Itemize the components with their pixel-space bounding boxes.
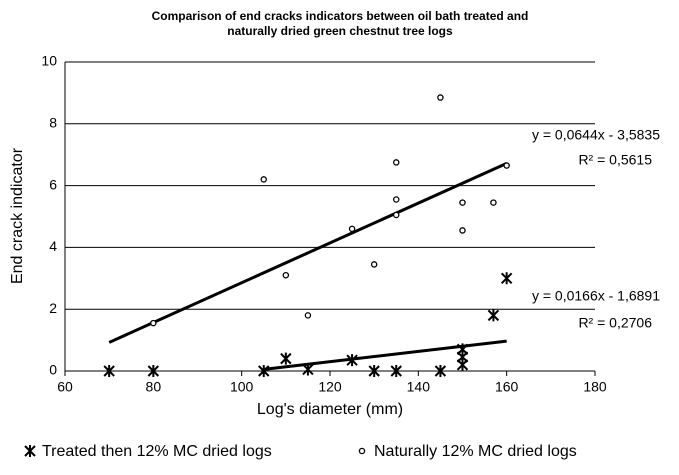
point bbox=[302, 363, 314, 376]
point bbox=[437, 94, 444, 101]
point bbox=[282, 271, 290, 279]
point bbox=[368, 365, 380, 377]
chart-title: Comparison of end cracks indicators betw… bbox=[152, 9, 529, 23]
legend-label: Naturally 12% MC dried logs bbox=[374, 443, 577, 460]
point bbox=[392, 211, 400, 219]
trendline-r2: R² = 0,2706 bbox=[578, 315, 652, 331]
point bbox=[500, 272, 513, 285]
point bbox=[346, 354, 358, 367]
y-axis-label: End crack indicator bbox=[9, 147, 26, 284]
x-tick-label: 80 bbox=[146, 379, 162, 395]
x-tick-label: 180 bbox=[583, 379, 607, 395]
point bbox=[260, 176, 267, 183]
point bbox=[459, 199, 466, 206]
trendline-r2: R² = 0,5615 bbox=[578, 152, 652, 168]
point bbox=[459, 227, 466, 234]
point bbox=[370, 261, 378, 268]
y-tick-label: 4 bbox=[49, 238, 57, 254]
legend-item: Naturally 12% MC dried logs bbox=[358, 443, 577, 460]
x-tick-label: 100 bbox=[230, 379, 254, 395]
point bbox=[456, 343, 469, 356]
point bbox=[390, 365, 402, 377]
point bbox=[392, 159, 400, 166]
x-tick-label: 60 bbox=[57, 379, 73, 395]
x-tick-label: 140 bbox=[407, 379, 431, 395]
trendline-equation: y = 0,0166x - 1,6891 bbox=[532, 288, 660, 304]
point bbox=[487, 309, 500, 322]
y-tick-label: 2 bbox=[49, 300, 57, 316]
point bbox=[103, 365, 115, 377]
legend-marker bbox=[358, 447, 366, 455]
point bbox=[503, 162, 510, 169]
y-tick-label: 6 bbox=[49, 176, 57, 192]
y-tick-label: 0 bbox=[49, 362, 57, 378]
trendline-equation: y = 0,0644x - 3,5835 bbox=[532, 127, 660, 143]
point bbox=[392, 196, 400, 203]
y-tick-label: 8 bbox=[49, 115, 57, 131]
chart-title: naturally dried green chestnut tree logs bbox=[227, 24, 453, 38]
point bbox=[280, 352, 292, 365]
point bbox=[147, 365, 160, 377]
point bbox=[434, 365, 447, 377]
x-tick-label: 160 bbox=[495, 379, 519, 395]
point bbox=[490, 199, 497, 206]
point bbox=[304, 312, 312, 319]
legend-label: Treated then 12% MC dried logs bbox=[42, 443, 272, 460]
y-tick-label: 10 bbox=[41, 53, 57, 69]
legend-marker bbox=[24, 445, 36, 457]
x-tick-label: 120 bbox=[318, 379, 342, 395]
point bbox=[258, 365, 270, 377]
point bbox=[150, 319, 157, 327]
x-axis-label: Log's diameter (mm) bbox=[257, 401, 403, 418]
point bbox=[348, 225, 356, 233]
trendline bbox=[108, 161, 508, 344]
legend-item: Treated then 12% MC dried logs bbox=[24, 443, 272, 460]
trendline bbox=[263, 339, 507, 371]
